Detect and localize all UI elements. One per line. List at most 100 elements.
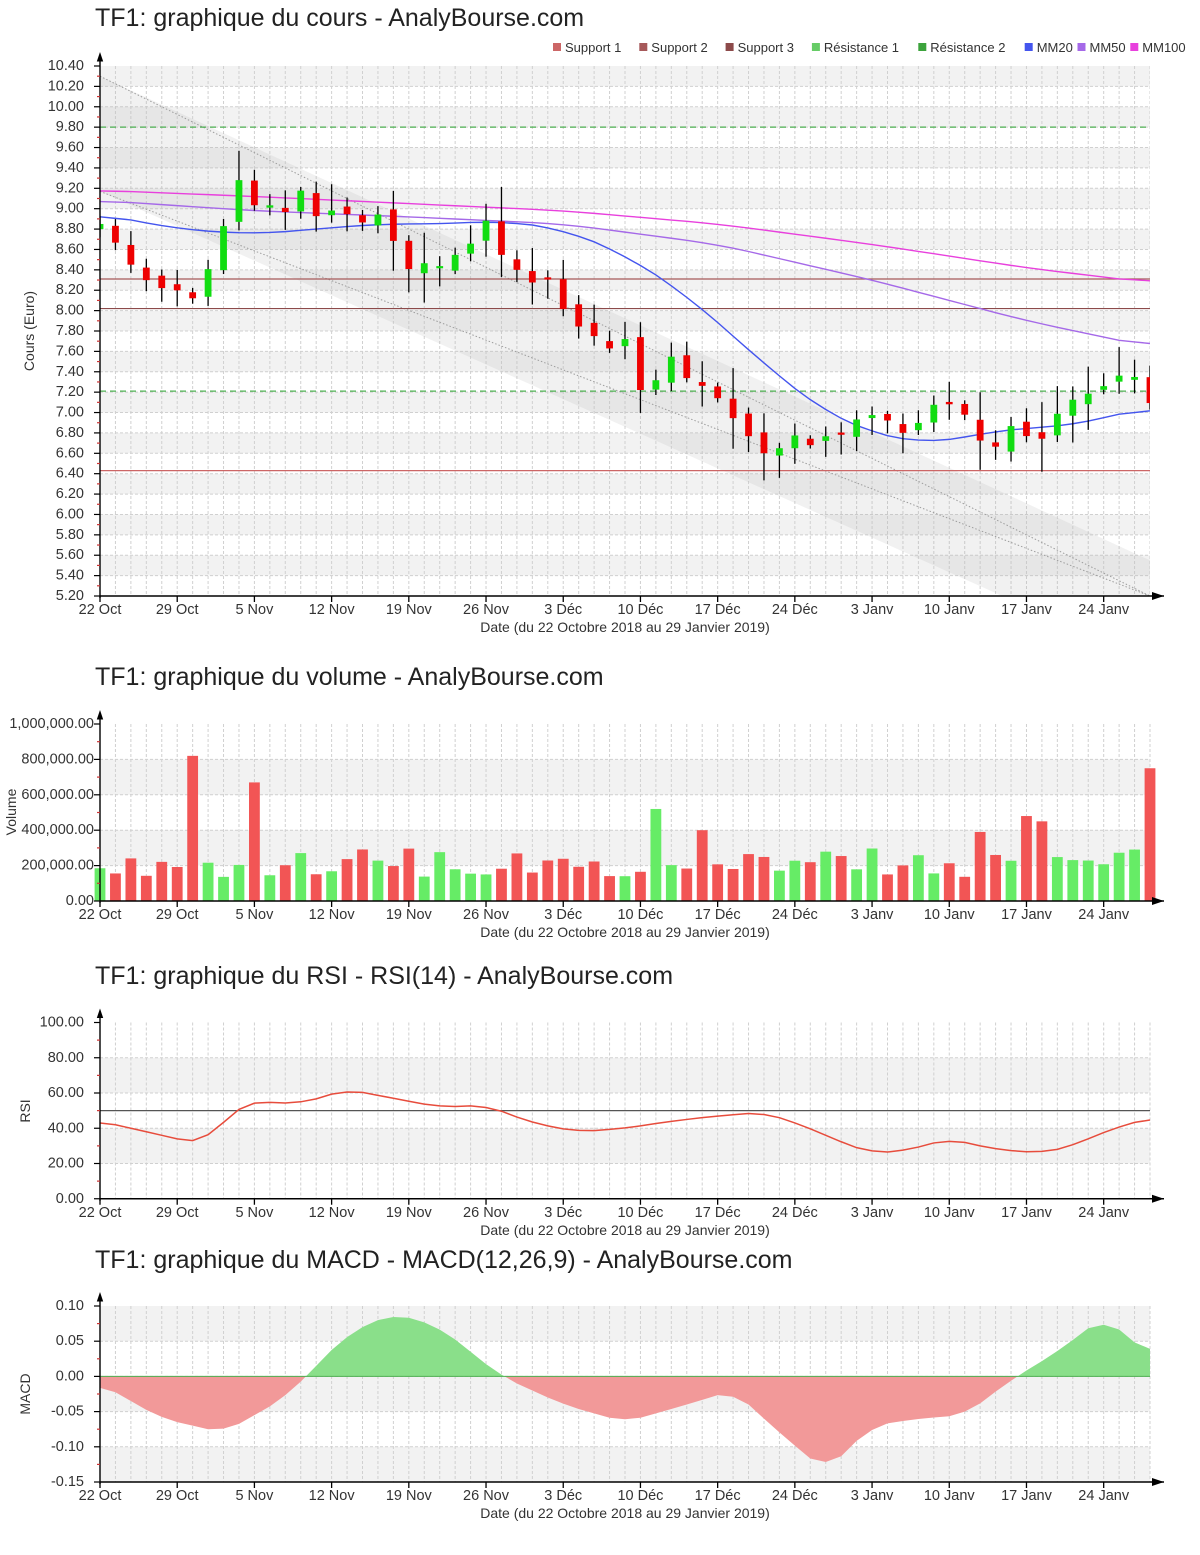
svg-text:5.40: 5.40	[56, 568, 84, 584]
svg-text:TF1: graphique du RSI - RSI(14: TF1: graphique du RSI - RSI(14) - AnalyB…	[95, 962, 673, 990]
svg-text:26 Nov: 26 Nov	[463, 907, 510, 923]
svg-text:Support 3: Support 3	[738, 40, 794, 55]
svg-text:10 Déc: 10 Déc	[617, 907, 663, 923]
svg-text:Date (du 22 Octobre 2018 au 29: Date (du 22 Octobre 2018 au 29 Janvier 2…	[480, 1505, 770, 1521]
svg-text:80.00: 80.00	[48, 1050, 84, 1066]
svg-text:Support 1: Support 1	[565, 40, 621, 55]
svg-text:3 Déc: 3 Déc	[544, 1488, 582, 1504]
svg-text:0.00: 0.00	[66, 893, 94, 909]
svg-text:12 Nov: 12 Nov	[309, 602, 356, 618]
svg-text:800,000.00: 800,000.00	[21, 751, 94, 767]
svg-text:17 Janv: 17 Janv	[1001, 1488, 1053, 1504]
svg-text:Cours (Euro): Cours (Euro)	[21, 291, 37, 371]
svg-text:400,000.00: 400,000.00	[21, 822, 94, 838]
svg-text:10 Janv: 10 Janv	[924, 907, 976, 923]
svg-text:9.80: 9.80	[56, 119, 84, 135]
svg-text:19 Nov: 19 Nov	[386, 907, 433, 923]
svg-text:3 Janv: 3 Janv	[851, 1488, 894, 1504]
svg-text:24 Janv: 24 Janv	[1078, 1205, 1130, 1221]
svg-text:22 Oct: 22 Oct	[79, 907, 122, 923]
svg-text:12 Nov: 12 Nov	[309, 1488, 356, 1504]
svg-text:9.60: 9.60	[56, 140, 84, 156]
svg-text:0.10: 0.10	[56, 1298, 84, 1314]
svg-text:29 Oct: 29 Oct	[156, 907, 199, 923]
svg-text:0.05: 0.05	[56, 1333, 84, 1349]
svg-text:3 Janv: 3 Janv	[851, 1205, 894, 1221]
svg-text:29 Oct: 29 Oct	[156, 602, 199, 618]
svg-text:24 Déc: 24 Déc	[772, 1488, 818, 1504]
svg-text:MM50: MM50	[1090, 40, 1126, 55]
svg-text:29 Oct: 29 Oct	[156, 1205, 199, 1221]
svg-text:3 Déc: 3 Déc	[544, 602, 582, 618]
svg-text:8.80: 8.80	[56, 221, 84, 237]
svg-text:Date (du 22 Octobre 2018 au 29: Date (du 22 Octobre 2018 au 29 Janvier 2…	[480, 924, 770, 940]
svg-text:7.60: 7.60	[56, 343, 84, 359]
svg-text:8.40: 8.40	[56, 262, 84, 278]
svg-text:6.00: 6.00	[56, 506, 84, 522]
svg-text:7.20: 7.20	[56, 384, 84, 400]
svg-text:24 Janv: 24 Janv	[1078, 602, 1130, 618]
svg-text:8.60: 8.60	[56, 241, 84, 257]
svg-text:0.00: 0.00	[56, 1191, 84, 1207]
svg-text:10 Déc: 10 Déc	[617, 1488, 663, 1504]
svg-text:5 Nov: 5 Nov	[235, 1488, 274, 1504]
svg-text:10 Janv: 10 Janv	[924, 1488, 976, 1504]
svg-text:60.00: 60.00	[48, 1085, 84, 1101]
svg-text:5 Nov: 5 Nov	[235, 602, 274, 618]
svg-text:3 Janv: 3 Janv	[851, 602, 894, 618]
svg-text:9.40: 9.40	[56, 160, 84, 176]
svg-text:19 Nov: 19 Nov	[386, 1488, 433, 1504]
svg-text:MM100: MM100	[1142, 40, 1185, 55]
svg-text:9.00: 9.00	[56, 201, 84, 217]
svg-text:Résistance 1: Résistance 1	[824, 40, 899, 55]
svg-text:17 Déc: 17 Déc	[695, 907, 741, 923]
svg-text:5 Nov: 5 Nov	[235, 1205, 274, 1221]
svg-text:10 Déc: 10 Déc	[617, 1205, 663, 1221]
svg-text:24 Déc: 24 Déc	[772, 907, 818, 923]
svg-text:6.20: 6.20	[56, 486, 84, 502]
svg-text:10.00: 10.00	[48, 99, 84, 115]
svg-text:26 Nov: 26 Nov	[463, 602, 510, 618]
svg-text:19 Nov: 19 Nov	[386, 602, 433, 618]
svg-text:MM20: MM20	[1037, 40, 1073, 55]
svg-text:RSI: RSI	[17, 1099, 33, 1122]
svg-text:200,000.00: 200,000.00	[21, 858, 94, 874]
svg-text:5.80: 5.80	[56, 527, 84, 543]
svg-text:22 Oct: 22 Oct	[79, 1205, 122, 1221]
svg-text:17 Janv: 17 Janv	[1001, 907, 1053, 923]
svg-text:10.40: 10.40	[48, 58, 84, 74]
svg-text:5 Nov: 5 Nov	[235, 907, 274, 923]
svg-text:3 Déc: 3 Déc	[544, 1205, 582, 1221]
svg-text:Volume: Volume	[3, 788, 19, 835]
svg-text:22 Oct: 22 Oct	[79, 1488, 122, 1504]
svg-text:24 Déc: 24 Déc	[772, 1205, 818, 1221]
svg-text:10 Janv: 10 Janv	[924, 602, 976, 618]
svg-text:17 Déc: 17 Déc	[695, 1488, 741, 1504]
svg-text:40.00: 40.00	[48, 1120, 84, 1136]
svg-text:-0.15: -0.15	[51, 1474, 84, 1490]
svg-text:6.60: 6.60	[56, 445, 84, 461]
svg-text:TF1: graphique du volume - Ana: TF1: graphique du volume - AnalyBourse.c…	[95, 663, 604, 691]
svg-text:26 Nov: 26 Nov	[463, 1205, 510, 1221]
svg-text:22 Oct: 22 Oct	[79, 602, 122, 618]
svg-text:Support 2: Support 2	[651, 40, 707, 55]
svg-text:24 Janv: 24 Janv	[1078, 1488, 1130, 1504]
svg-text:Résistance 2: Résistance 2	[930, 40, 1005, 55]
svg-text:20.00: 20.00	[48, 1156, 84, 1172]
svg-text:MACD: MACD	[17, 1373, 33, 1414]
svg-text:600,000.00: 600,000.00	[21, 787, 94, 803]
svg-text:7.00: 7.00	[56, 405, 84, 421]
svg-text:Date (du 22 Octobre 2018 au 29: Date (du 22 Octobre 2018 au 29 Janvier 2…	[480, 619, 770, 635]
svg-text:17 Déc: 17 Déc	[695, 602, 741, 618]
svg-text:24 Janv: 24 Janv	[1078, 907, 1130, 923]
svg-text:17 Déc: 17 Déc	[695, 1205, 741, 1221]
svg-text:17 Janv: 17 Janv	[1001, 1205, 1053, 1221]
svg-text:5.20: 5.20	[56, 588, 84, 604]
svg-text:6.80: 6.80	[56, 425, 84, 441]
svg-text:5.60: 5.60	[56, 547, 84, 563]
svg-text:19 Nov: 19 Nov	[386, 1205, 433, 1221]
svg-text:17 Janv: 17 Janv	[1001, 602, 1053, 618]
svg-text:12 Nov: 12 Nov	[309, 907, 356, 923]
svg-text:7.80: 7.80	[56, 323, 84, 339]
svg-text:3 Déc: 3 Déc	[544, 907, 582, 923]
